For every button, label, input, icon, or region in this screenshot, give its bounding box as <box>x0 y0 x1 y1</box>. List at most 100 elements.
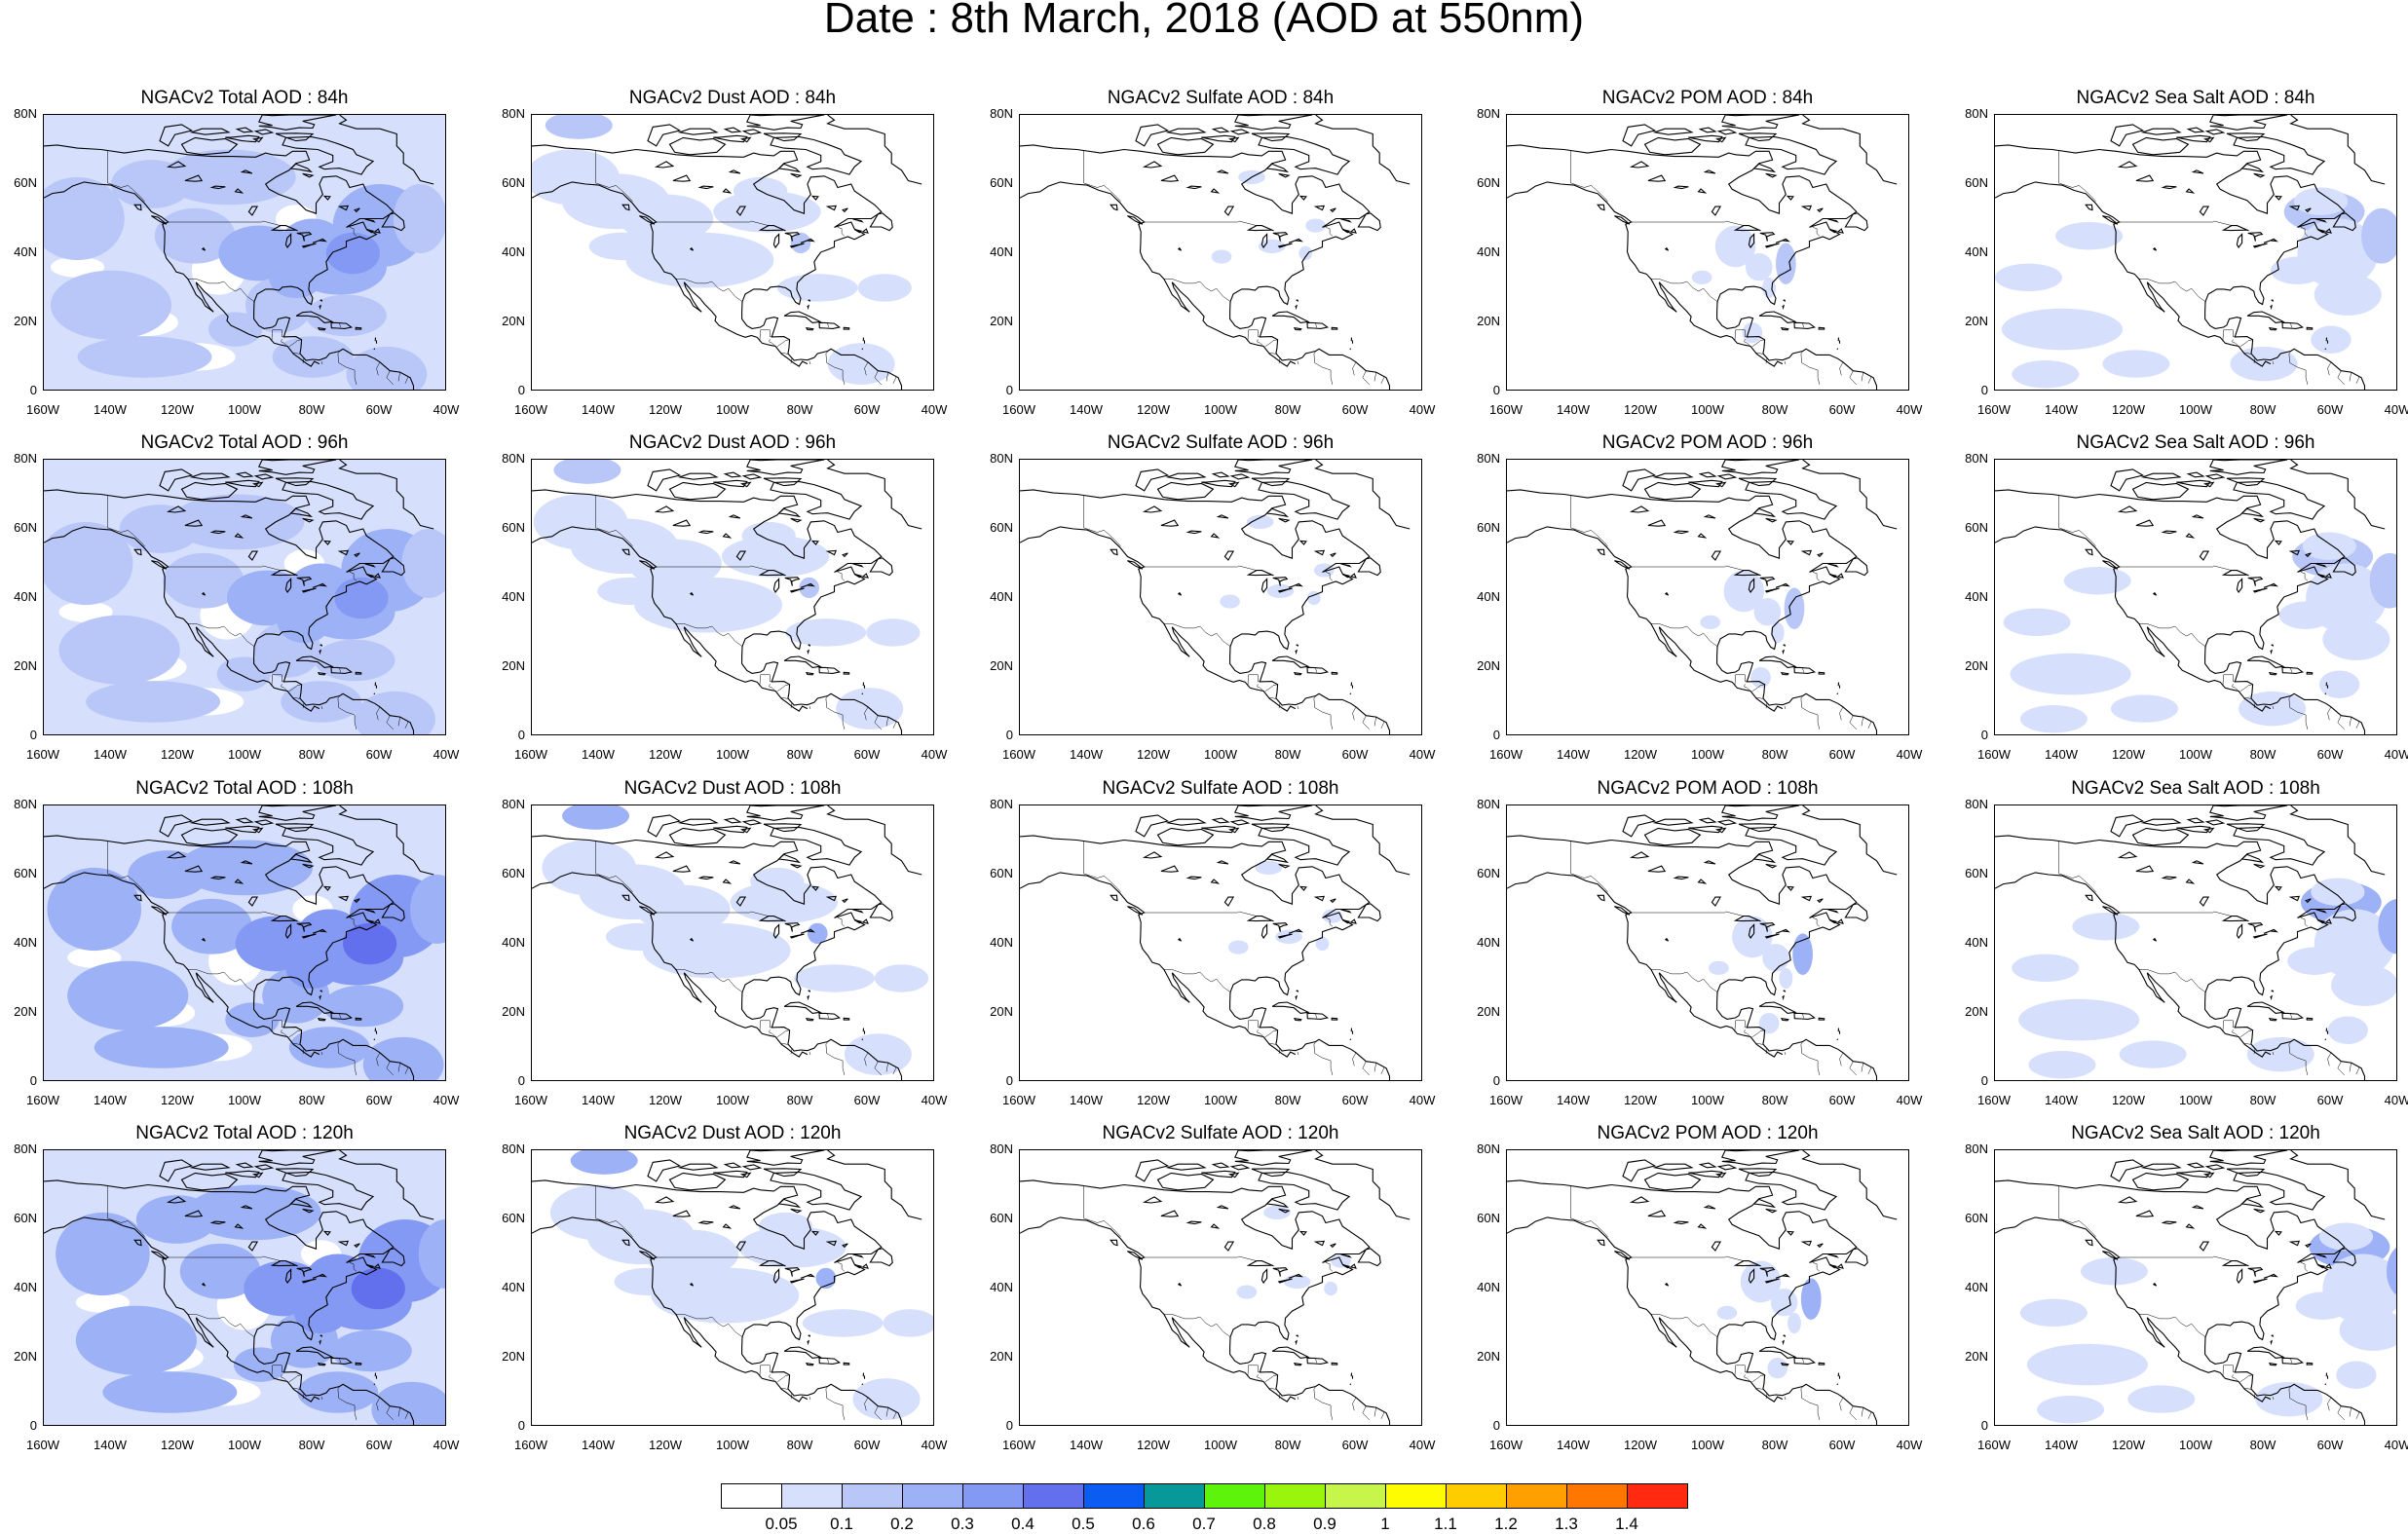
lat-tick-label: 0 <box>974 728 1013 742</box>
aod-patch <box>86 681 220 723</box>
coastline <box>1136 469 1168 491</box>
coastline <box>785 1268 800 1277</box>
country-border <box>2291 323 2292 327</box>
coastline <box>1507 873 1783 1057</box>
coastline <box>648 125 680 146</box>
colorbar-swatch <box>781 1483 843 1509</box>
panel-title: NGACv2 Sulfate AOD : 108h <box>980 778 1461 800</box>
country-border <box>760 1021 770 1032</box>
aod-patch <box>234 1347 287 1382</box>
aod-patch <box>546 115 613 139</box>
map-svg <box>44 805 446 1081</box>
colorbar-label: 0.5 <box>1059 1515 1108 1534</box>
coastline <box>2248 1268 2263 1277</box>
lon-tick-label: 40W <box>913 1093 956 1107</box>
aod-patch <box>2012 360 2079 388</box>
aod-patch <box>217 656 271 692</box>
map-frame <box>1994 459 2397 735</box>
map-svg <box>1995 805 2397 1081</box>
panel-title: NGACv2 POM AOD : 108h <box>1467 778 1948 800</box>
coastline <box>1598 205 1604 209</box>
aod-patch <box>1750 667 1771 688</box>
coastline <box>700 186 714 189</box>
lat-tick-label: 40N <box>0 1280 37 1294</box>
aod-patch <box>553 460 621 484</box>
map-svg <box>532 805 934 1081</box>
colorbar-label: 1.1 <box>1421 1515 1470 1534</box>
lat-tick-label: 20N <box>0 1004 37 1019</box>
coastline <box>1331 553 1336 557</box>
coastline <box>2270 328 2276 330</box>
coastline <box>2237 925 2241 939</box>
lat-tick-label: 80N <box>0 106 37 121</box>
lon-tick-label: 60W <box>2309 402 2352 417</box>
coastline <box>1231 1165 1248 1170</box>
lon-tick-label: 140W <box>89 402 132 417</box>
country-border <box>1248 330 1258 342</box>
aod-patch <box>2303 533 2356 560</box>
country-border <box>2059 151 2096 202</box>
coastline <box>2200 1242 2208 1251</box>
lon-tick-label: 100W <box>1199 747 1242 762</box>
lat-tick-label: 60N <box>1949 520 1988 535</box>
coastline <box>2188 472 2203 477</box>
coastline <box>1020 527 1296 711</box>
aod-patch <box>2336 1362 2376 1389</box>
coastline <box>2111 815 2143 837</box>
country-border <box>2301 572 2308 580</box>
coastline <box>2307 327 2313 329</box>
coastline <box>1358 904 1380 921</box>
map-svg <box>44 460 446 735</box>
coastline <box>742 137 751 141</box>
country-border <box>1314 696 1333 730</box>
coastline <box>725 128 740 132</box>
coastline <box>1648 175 1665 181</box>
coastline <box>1289 239 1301 243</box>
coastline <box>1020 182 1296 366</box>
coastline <box>2143 1164 2180 1170</box>
coastline <box>2237 580 2241 593</box>
coastline <box>2143 473 2180 479</box>
lon-tick-label: 80W <box>290 1438 333 1452</box>
lon-tick-label: 160W <box>509 1438 552 1452</box>
lon-tick-label: 140W <box>1065 1093 1108 1107</box>
coastline <box>1332 672 1337 674</box>
coastline <box>1295 328 1301 330</box>
coastline <box>1675 877 1689 879</box>
colorbar-swatch <box>1204 1483 1265 1509</box>
coastline <box>2237 1270 2241 1284</box>
coastline <box>1235 115 1312 130</box>
country-border <box>760 675 770 687</box>
coastline <box>743 130 760 134</box>
lon-tick-label: 120W <box>2107 1093 2150 1107</box>
aod-patch <box>2322 618 2389 660</box>
coastline <box>1845 558 1867 576</box>
coastline <box>1699 534 1706 538</box>
lat-tick-label: 60N <box>486 175 525 190</box>
coastline <box>2282 322 2303 328</box>
lat-tick-label: 40N <box>486 589 525 604</box>
coastline <box>1718 474 1735 479</box>
coastline <box>1212 534 1219 538</box>
coastline <box>1632 506 1648 512</box>
aod-patch <box>1746 253 1773 281</box>
coastline <box>1794 1358 1815 1364</box>
coastline <box>1828 564 1838 567</box>
coastline <box>2086 549 2092 554</box>
aod-patch <box>1692 271 1712 284</box>
map-svg <box>1995 115 2397 391</box>
coastline <box>1316 550 1325 554</box>
country-border <box>2059 842 2096 892</box>
coastline <box>807 328 813 330</box>
lon-tick-label: 120W <box>156 402 199 417</box>
country-border <box>1084 496 1121 546</box>
aod-patch <box>178 841 313 896</box>
country-border <box>1326 227 1333 236</box>
coastline <box>2272 645 2274 647</box>
coastline <box>854 230 861 233</box>
coastline <box>319 1019 325 1021</box>
coastline <box>809 991 810 992</box>
coastline <box>791 1279 805 1283</box>
aod-patch <box>845 1033 912 1075</box>
country-border <box>2338 1062 2345 1075</box>
